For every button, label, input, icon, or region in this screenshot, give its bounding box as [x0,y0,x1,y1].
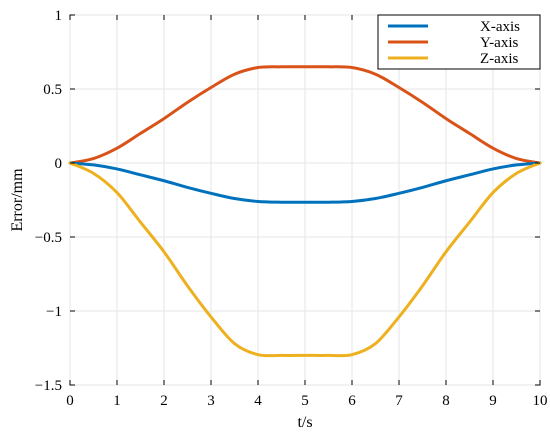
x-tick-label: 5 [301,393,309,409]
y-tick-label: 0 [55,156,63,172]
legend-label: Y-axis [480,35,518,51]
x-tick-label: 9 [489,393,497,409]
x-axis-label: t/s [297,414,312,431]
series-line-z-axis [68,161,542,358]
grid [69,14,541,386]
x-tick-label: 4 [254,393,262,409]
y-tick-label: −0.5 [35,230,62,246]
y-tick-label: −1 [46,304,62,320]
y-tick-label: −1.5 [35,378,62,394]
legend-label: Z-axis [480,51,518,67]
x-tick-label: 0 [66,393,74,409]
series-line-x-axis [68,161,542,204]
x-tick-label: 3 [207,393,215,409]
y-tick-label: 1 [55,8,63,24]
y-axis-label: Error/mm [9,168,26,232]
x-tick-label: 10 [533,393,548,409]
x-tick-label: 6 [348,393,356,409]
legend-label: X-axis [480,19,520,35]
x-tick-label: 7 [395,393,403,409]
axis-ticks: 0 1 2 3 4 5 6 7 8 9 10 1 0.5 0 −0.5 −1 −1.5 [35,8,548,409]
x-tick-label: 2 [160,393,168,409]
series-lines [68,65,542,358]
x-tick-label: 8 [442,393,450,409]
series-line-y-axis [68,65,542,165]
y-tick-label: 0.5 [43,82,62,98]
x-tick-label: 1 [113,393,121,409]
